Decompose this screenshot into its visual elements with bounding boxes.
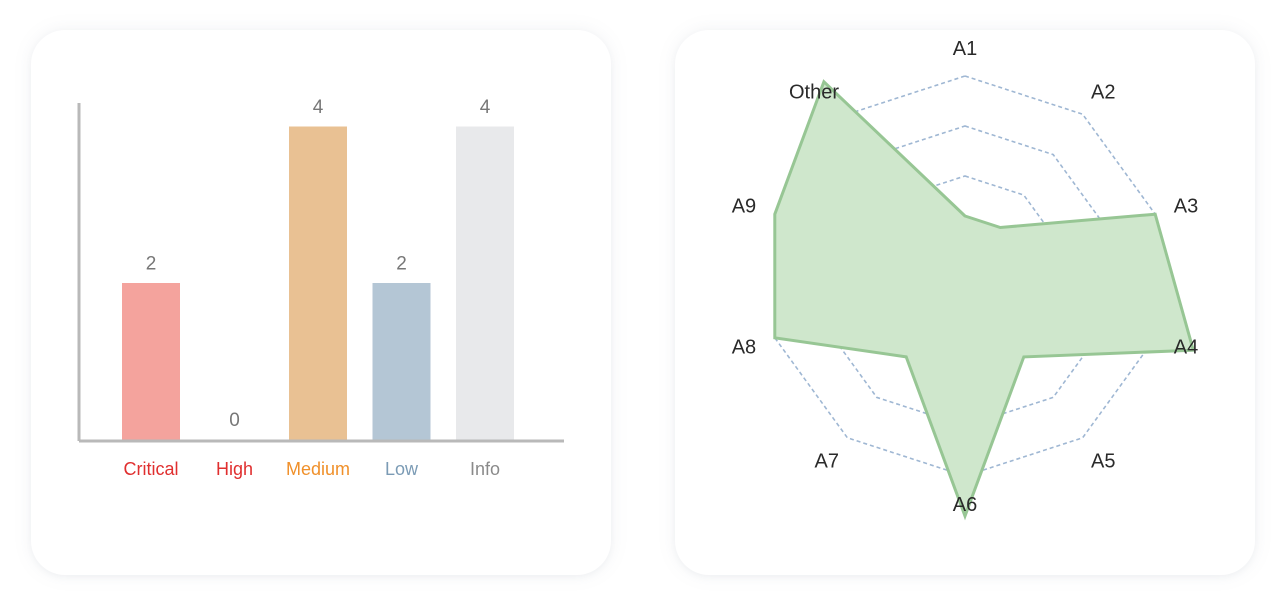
radar-axis-label-a7: A7 bbox=[815, 451, 839, 473]
category-label-medium: Medium bbox=[286, 459, 350, 479]
radar-area-group bbox=[773, 79, 1196, 521]
category-label-critical: Critical bbox=[123, 459, 178, 479]
radar-chart: A1 A2 A3 A4 A5 A6 A7 A8 A9 Other bbox=[732, 38, 1199, 521]
bar-critical bbox=[122, 283, 180, 440]
category-label-high: High bbox=[216, 459, 253, 479]
bar-info bbox=[456, 126, 514, 440]
bar-medium bbox=[289, 126, 347, 440]
value-label-medium: 4 bbox=[313, 97, 324, 118]
radar-axis-label-a9: A9 bbox=[732, 196, 756, 218]
radar-data-area bbox=[773, 79, 1196, 521]
category-label-low: Low bbox=[385, 459, 419, 479]
bars-group: 2 Critical 0 High 4 Medium 2 Low 4 Info bbox=[122, 97, 514, 479]
radar-axis-label-a6: A6 bbox=[953, 494, 977, 516]
category-label-info: Info bbox=[470, 459, 500, 479]
radar-chart-card: A1 A2 A3 A4 A5 A6 A7 A8 A9 Other bbox=[675, 30, 1255, 575]
radar-axis-label-a5: A5 bbox=[1091, 451, 1115, 473]
value-label-high: 0 bbox=[229, 410, 240, 431]
value-label-low: 2 bbox=[396, 254, 407, 275]
radar-axis-label-a1: A1 bbox=[953, 38, 977, 60]
value-label-critical: 2 bbox=[146, 254, 157, 275]
radar-axis-label-other: Other bbox=[789, 82, 839, 104]
radar-axis-label-a8: A8 bbox=[732, 337, 756, 359]
radar-axis-label-a4: A4 bbox=[1174, 337, 1198, 359]
radar-axis-label-a2: A2 bbox=[1091, 82, 1115, 104]
severity-bar-chart: 2 Critical 0 High 4 Medium 2 Low 4 Info bbox=[77, 97, 564, 479]
value-label-info: 4 bbox=[480, 97, 491, 118]
bar-low bbox=[372, 283, 431, 440]
radar-axis-label-a3: A3 bbox=[1174, 196, 1198, 218]
severity-chart-card: 2 Critical 0 High 4 Medium 2 Low 4 Info bbox=[31, 30, 611, 575]
radar-labels: A1 A2 A3 A4 A5 A6 A7 A8 A9 Other bbox=[732, 38, 1199, 516]
